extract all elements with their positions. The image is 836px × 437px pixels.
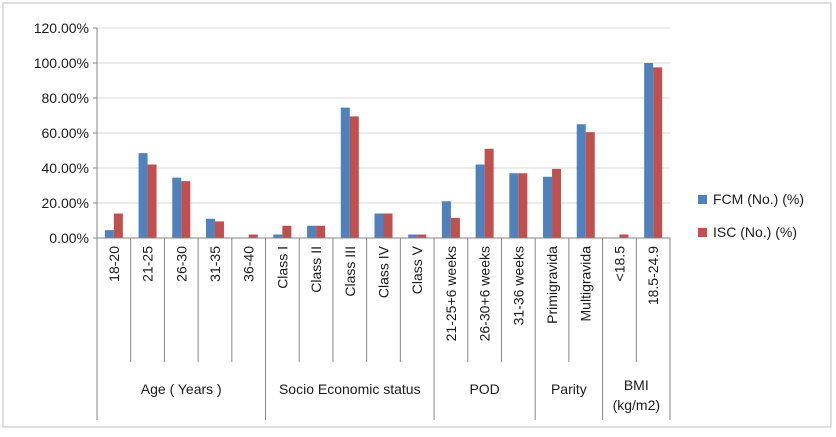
bar-isc (417, 234, 427, 238)
bar-isc (484, 148, 494, 238)
y-tick-label: 0.00% (49, 230, 89, 246)
category-label: Class IV (376, 245, 392, 298)
bar-fcm (205, 218, 215, 238)
group-label: Age ( Years ) (141, 381, 222, 397)
bar-isc (282, 225, 292, 238)
legend-swatch (698, 195, 707, 204)
y-tick-label: 60.00% (42, 125, 89, 141)
y-tick-label: 80.00% (42, 90, 89, 106)
y-tick-label: 120.00% (34, 20, 89, 36)
category-label: 21-25+6 weeks (443, 246, 459, 341)
category-label: Class I (274, 246, 290, 289)
bar-isc (653, 67, 663, 238)
category-label: 26-30+6 weeks (477, 246, 493, 341)
bar-isc (214, 221, 224, 238)
bar-fcm (644, 63, 654, 238)
bar-fcm (408, 234, 418, 238)
bar-isc (518, 173, 528, 238)
bar-isc (248, 234, 258, 238)
y-tick-label: 100.00% (34, 55, 89, 71)
bar-fcm (273, 234, 283, 238)
category-label: 31-35 (207, 246, 223, 282)
bar-isc (585, 132, 595, 238)
legend-label: ISC (No.) (%) (713, 224, 797, 240)
category-label: 18-20 (106, 246, 122, 282)
category-label: 26-30 (173, 246, 189, 282)
bar-isc (316, 225, 326, 238)
category-label: Class III (342, 246, 358, 297)
category-label: <18.5 (611, 246, 627, 282)
category-label: Multigravida (578, 246, 594, 322)
bar-isc (181, 181, 191, 238)
category-label: 31-36 weeks (510, 246, 526, 325)
category-label: 21-25 (140, 246, 156, 282)
bar-fcm (138, 153, 148, 238)
category-label: Class II (308, 246, 324, 293)
legend-label: FCM (No.) (%) (713, 191, 804, 207)
group-label-line-1: BMI (624, 377, 649, 393)
bar-isc (552, 168, 562, 238)
bar-isc (349, 116, 359, 238)
bar-isc (383, 213, 393, 238)
category-label: Primigravida (544, 246, 560, 324)
bar-fcm (307, 225, 317, 238)
chart-border (2, 2, 832, 428)
category-label: 36-40 (241, 246, 257, 282)
legend-swatch (698, 228, 707, 237)
bar-fcm (475, 164, 485, 238)
group-label-line-2: (kg/m2) (613, 397, 660, 413)
bar-fcm (340, 107, 350, 238)
bar-fcm (576, 124, 586, 238)
bar-isc (147, 164, 157, 238)
bar-fcm (374, 213, 384, 238)
bar-isc (113, 213, 123, 238)
y-tick-label: 40.00% (42, 160, 89, 176)
bar-fcm (543, 176, 553, 238)
group-label: Socio Economic status (279, 381, 421, 397)
bar-fcm (509, 173, 519, 238)
bar-isc (619, 234, 629, 238)
y-tick-label: 20.00% (42, 195, 89, 211)
bar-isc (450, 217, 460, 238)
category-label: Class V (409, 245, 425, 294)
group-label: POD (469, 381, 499, 397)
bar-fcm (104, 230, 114, 238)
bar-fcm (172, 177, 182, 238)
bar-fcm (441, 201, 451, 238)
category-label: 18.5-24.9 (645, 246, 661, 305)
group-label: Parity (551, 381, 587, 397)
